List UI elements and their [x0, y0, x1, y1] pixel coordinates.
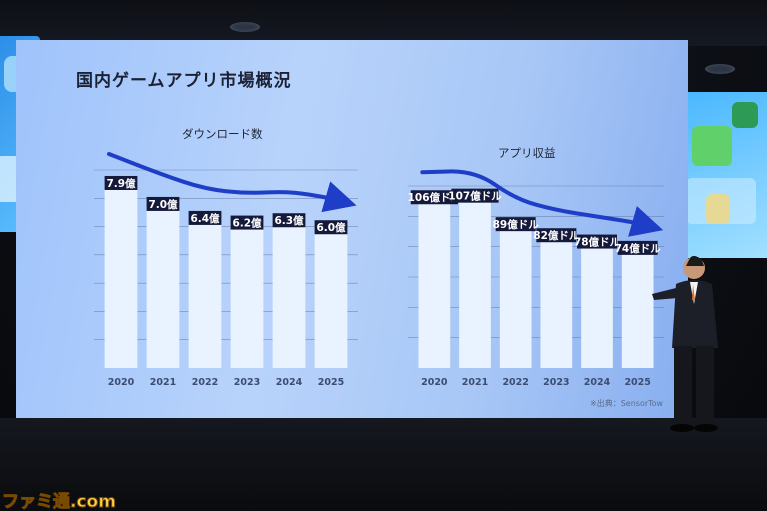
x-tick-label: 2022 — [192, 377, 218, 388]
trend-line — [420, 169, 664, 237]
presentation-screen: 国内ゲームアプリ市場概況 ダウンロード数 アプリ収益 7.9億 2020 7.0億 2… — [16, 40, 688, 420]
bar-2022 — [499, 227, 532, 368]
value-label-box — [272, 213, 306, 228]
value-label-box — [146, 196, 180, 211]
value-label-box — [536, 228, 577, 243]
value-label: 78億ドル — [574, 236, 621, 249]
ceiling-light — [230, 22, 260, 32]
ceiling-light — [705, 64, 735, 74]
x-tick-label: 2025 — [624, 377, 650, 388]
value-label: 74億ドル — [615, 242, 662, 255]
bar-2020 — [104, 183, 138, 368]
revenue-chart-title: アプリ収益 — [498, 146, 556, 160]
x-tick-label: 2021 — [462, 377, 488, 388]
value-label: 107億ドル — [448, 190, 502, 203]
value-label: 7.0億 — [148, 198, 178, 211]
x-tick-label: 2024 — [276, 377, 303, 388]
side-screen-right — [678, 92, 767, 258]
value-label-box — [495, 217, 536, 232]
value-label: 6.4億 — [190, 212, 220, 225]
value-label-box — [577, 234, 617, 249]
bar-2025 — [621, 250, 654, 368]
x-tick-label: 2021 — [150, 377, 176, 388]
bar-2023 — [540, 238, 573, 368]
value-label-box — [451, 188, 499, 203]
revenue-chart: 106億ドル 2020 107億ドル 2021 89億ドル 2022 82億ドル 2023 78… — [408, 169, 664, 388]
trend-line — [107, 151, 357, 213]
x-tick-label: 2020 — [108, 377, 135, 388]
speaker-figure — [652, 256, 718, 432]
bar-2021 — [459, 198, 491, 368]
x-tick-label: 2023 — [234, 377, 260, 388]
x-tick-label: 2023 — [543, 377, 569, 388]
value-label-box — [230, 215, 264, 230]
bar-2023 — [230, 223, 264, 368]
bar-2022 — [188, 218, 222, 368]
watermark-logo: ファミ通.com — [2, 492, 117, 511]
value-label: 7.9億 — [106, 177, 136, 190]
value-label: 6.2億 — [232, 217, 262, 230]
x-tick-label: 2022 — [502, 377, 528, 388]
value-label-box — [410, 190, 458, 205]
bar-2024 — [581, 244, 613, 368]
x-tick-label: 2020 — [421, 377, 448, 388]
downloads-chart: 7.9億 2020 7.0億 2021 6.4億 2022 6.2億 2023 6.3億 2024… — [94, 151, 358, 388]
value-label: 89億ドル — [493, 218, 540, 231]
value-label: 6.3億 — [274, 214, 304, 227]
bar-2021 — [146, 204, 180, 368]
bar-2020 — [418, 200, 451, 368]
bar-2024 — [272, 221, 306, 368]
bar-2025 — [314, 228, 348, 368]
value-label-box — [617, 240, 658, 255]
downloads-chart-title: ダウンロード数 — [182, 127, 263, 141]
stage-floor — [0, 418, 767, 511]
source-note: ※出典：SensorTow — [590, 399, 664, 408]
ceiling — [0, 0, 767, 46]
x-tick-label: 2024 — [584, 377, 611, 388]
slide-title: 国内ゲームアプリ市場概況 — [76, 71, 292, 91]
value-label-box — [104, 175, 138, 190]
x-tick-label: 2025 — [318, 377, 344, 388]
value-label: 6.0億 — [316, 221, 346, 234]
value-label-box — [314, 220, 348, 235]
value-label-box — [188, 210, 222, 225]
value-label: 106億ドル — [408, 191, 462, 204]
value-label: 82億ドル — [533, 229, 580, 242]
